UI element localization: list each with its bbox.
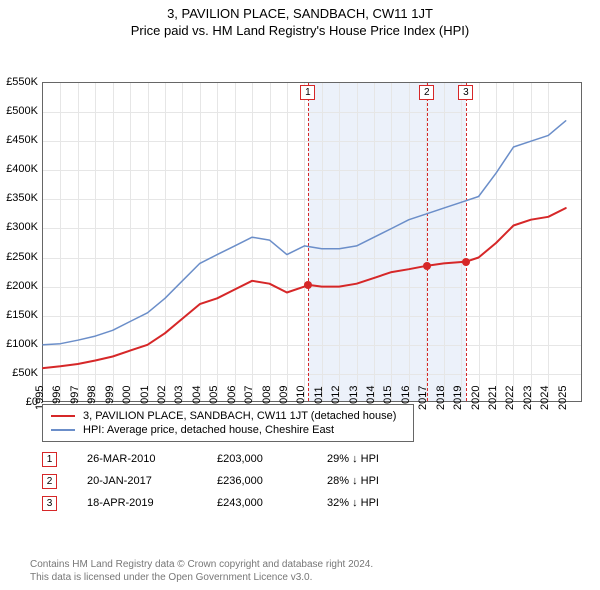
sales-row-marker: 1 [42, 452, 57, 467]
x-axis-label: 2020 [469, 386, 481, 410]
sales-row-delta: 32% ↓ HPI [327, 497, 437, 509]
x-axis-label: 2025 [556, 386, 568, 410]
footer-line2: This data is licensed under the Open Gov… [30, 571, 373, 584]
y-axis-label: £150K [0, 309, 38, 321]
plot-area: 123 [42, 82, 582, 402]
footer-attribution: Contains HM Land Registry data © Crown c… [30, 558, 373, 584]
y-axis-label: £100K [0, 338, 38, 350]
sales-row-delta: 28% ↓ HPI [327, 475, 437, 487]
y-axis-label: £0 [0, 396, 38, 408]
footer-line1: Contains HM Land Registry data © Crown c… [30, 558, 373, 571]
series-svg [43, 83, 583, 403]
legend-item: HPI: Average price, detached house, Ches… [51, 423, 405, 437]
x-axis-label: 2024 [539, 386, 551, 410]
series-price_paid [43, 208, 566, 368]
sales-row: 3 18-APR-2019£243,00032% ↓ HPI [42, 492, 437, 514]
sales-row: 2 20-JAN-2017£236,00028% ↓ HPI [42, 470, 437, 492]
sales-row-marker: 2 [42, 474, 57, 489]
sales-row-marker: 3 [42, 496, 57, 511]
sales-row-date: 26-MAR-2010 [87, 453, 217, 465]
y-axis-label: £550K [0, 76, 38, 88]
x-axis-label: 2018 [435, 386, 447, 410]
chart-title-main: 3, PAVILION PLACE, SANDBACH, CW11 1JT [0, 6, 600, 21]
sales-row-date: 18-APR-2019 [87, 497, 217, 509]
legend-item: 3, PAVILION PLACE, SANDBACH, CW11 1JT (d… [51, 409, 405, 423]
y-axis-label: £400K [0, 163, 38, 175]
sale-marker-dot [423, 262, 431, 270]
legend-label: HPI: Average price, detached house, Ches… [83, 424, 334, 436]
y-axis-label: £500K [0, 105, 38, 117]
sale-marker-dot [304, 281, 312, 289]
x-axis-label: 2022 [504, 386, 516, 410]
x-axis-label: 2021 [487, 386, 499, 410]
legend-label: 3, PAVILION PLACE, SANDBACH, CW11 1JT (d… [83, 410, 396, 422]
sales-row-price: £236,000 [217, 475, 327, 487]
sales-row-delta: 29% ↓ HPI [327, 453, 437, 465]
legend-swatch [51, 429, 75, 431]
legend-swatch [51, 415, 75, 417]
y-axis-label: £200K [0, 280, 38, 292]
x-axis-label: 2019 [452, 386, 464, 410]
y-axis-label: £250K [0, 251, 38, 263]
y-axis-label: £450K [0, 134, 38, 146]
sales-table: 1 26-MAR-2010£203,00029% ↓ HPI 2 20-JAN-201… [42, 448, 437, 514]
x-axis-label: 2017 [417, 386, 429, 410]
sale-marker-dot [462, 258, 470, 266]
sales-row-price: £243,000 [217, 497, 327, 509]
x-axis-label: 2023 [522, 386, 534, 410]
sales-row: 1 26-MAR-2010£203,00029% ↓ HPI [42, 448, 437, 470]
chart-title-sub: Price paid vs. HM Land Registry's House … [0, 23, 600, 38]
sales-row-date: 20-JAN-2017 [87, 475, 217, 487]
chart-title-block: 3, PAVILION PLACE, SANDBACH, CW11 1JT Pr… [0, 0, 600, 38]
y-axis-label: £300K [0, 221, 38, 233]
y-axis-label: £350K [0, 192, 38, 204]
sales-row-price: £203,000 [217, 453, 327, 465]
y-axis-label: £50K [0, 367, 38, 379]
legend-box: 3, PAVILION PLACE, SANDBACH, CW11 1JT (d… [42, 404, 414, 442]
series-hpi [43, 121, 566, 345]
